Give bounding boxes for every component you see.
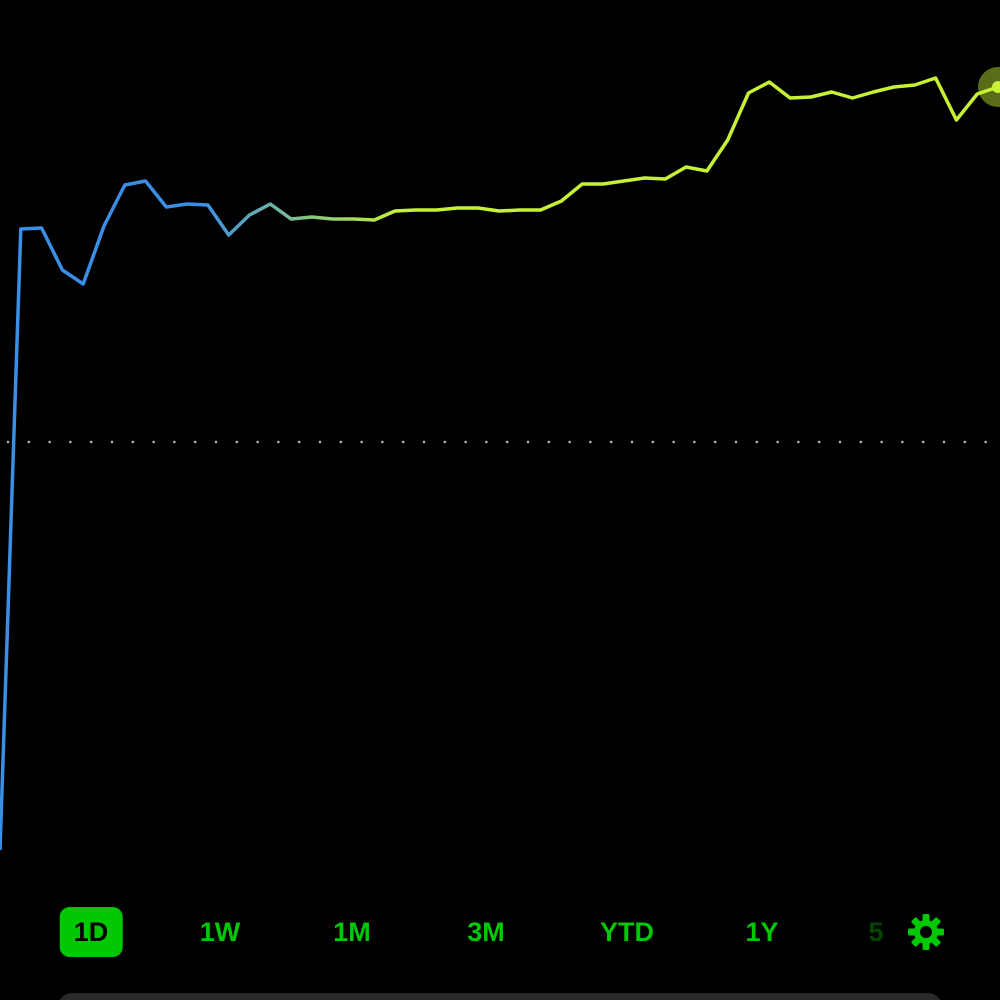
- range-button[interactable]: 1Y: [745, 917, 779, 947]
- range-button[interactable]: 3M: [467, 917, 505, 947]
- last-point-halo: [978, 67, 1000, 107]
- price-line: [0, 76, 999, 851]
- range-button[interactable]: 1W: [199, 917, 241, 947]
- range-button[interactable]: 1M: [333, 917, 371, 947]
- settings-icon[interactable]: [906, 912, 946, 952]
- bottom-sheet-edge: [58, 993, 942, 1000]
- range-button[interactable]: 1D: [59, 907, 123, 957]
- range-button[interactable]: 5: [868, 917, 884, 947]
- range-button[interactable]: YTD: [600, 917, 654, 947]
- last-point: [992, 81, 1000, 93]
